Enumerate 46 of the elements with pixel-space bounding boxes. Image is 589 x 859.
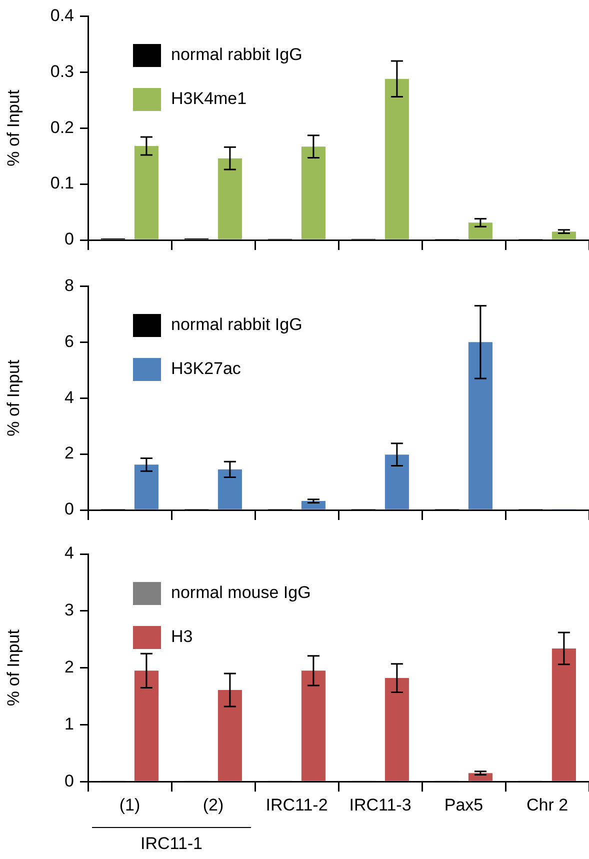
y-tick-label: 0.1 bbox=[50, 174, 74, 193]
y-tick-label: 8 bbox=[64, 276, 74, 295]
bar bbox=[218, 158, 242, 240]
legend-label: H3K4me1 bbox=[171, 89, 247, 110]
bar bbox=[134, 146, 158, 240]
bar bbox=[301, 501, 326, 510]
bar bbox=[301, 146, 326, 240]
bar bbox=[384, 78, 409, 240]
bar bbox=[384, 454, 409, 510]
x-tick-label: (1) bbox=[119, 795, 140, 814]
x-tick-label: Pax5 bbox=[444, 795, 484, 814]
bar bbox=[552, 648, 576, 781]
y-tick-label: 1 bbox=[64, 714, 74, 734]
y-axis-title: % of Input bbox=[4, 90, 23, 166]
y-tick-label: 3 bbox=[64, 600, 74, 620]
bar bbox=[134, 670, 158, 781]
legend-label: H3K27ac bbox=[171, 359, 241, 380]
x-tick-label: Chr 2 bbox=[526, 795, 568, 814]
y-tick-label: 0.4 bbox=[50, 6, 74, 25]
bar bbox=[134, 464, 158, 510]
y-tick-label: 4 bbox=[64, 388, 74, 407]
bar bbox=[301, 670, 326, 781]
bar bbox=[218, 690, 242, 781]
bar bbox=[468, 222, 492, 240]
legend-label: H3 bbox=[171, 627, 193, 647]
legend-label: normal rabbit IgG bbox=[171, 315, 302, 336]
y-axis-title: % of Input bbox=[4, 629, 23, 706]
y-tick-label: 0.3 bbox=[50, 62, 74, 81]
y-tick-label: 2 bbox=[64, 444, 74, 463]
y-tick-label: 2 bbox=[64, 657, 74, 676]
y-tick-label: 0 bbox=[64, 230, 74, 249]
y-tick-label: 0.2 bbox=[50, 118, 74, 137]
x-tick-label: (2) bbox=[202, 795, 224, 814]
y-tick-label: 0 bbox=[64, 771, 74, 790]
bar bbox=[384, 678, 409, 781]
text: IRC11-1 bbox=[140, 834, 203, 854]
legend-label: normal rabbit IgG bbox=[171, 45, 302, 66]
y-axis-title: % of Input bbox=[4, 360, 23, 436]
y-tick-label: 0 bbox=[64, 500, 74, 519]
x-tick-label: IRC11-2 bbox=[266, 795, 328, 814]
x-tick-label: IRC11-3 bbox=[349, 795, 412, 814]
y-tick-label: 4 bbox=[64, 544, 74, 563]
bar bbox=[218, 469, 242, 510]
bar bbox=[468, 342, 492, 510]
legend-label: normal mouse IgG bbox=[171, 583, 311, 603]
y-tick-label: 6 bbox=[64, 332, 74, 351]
